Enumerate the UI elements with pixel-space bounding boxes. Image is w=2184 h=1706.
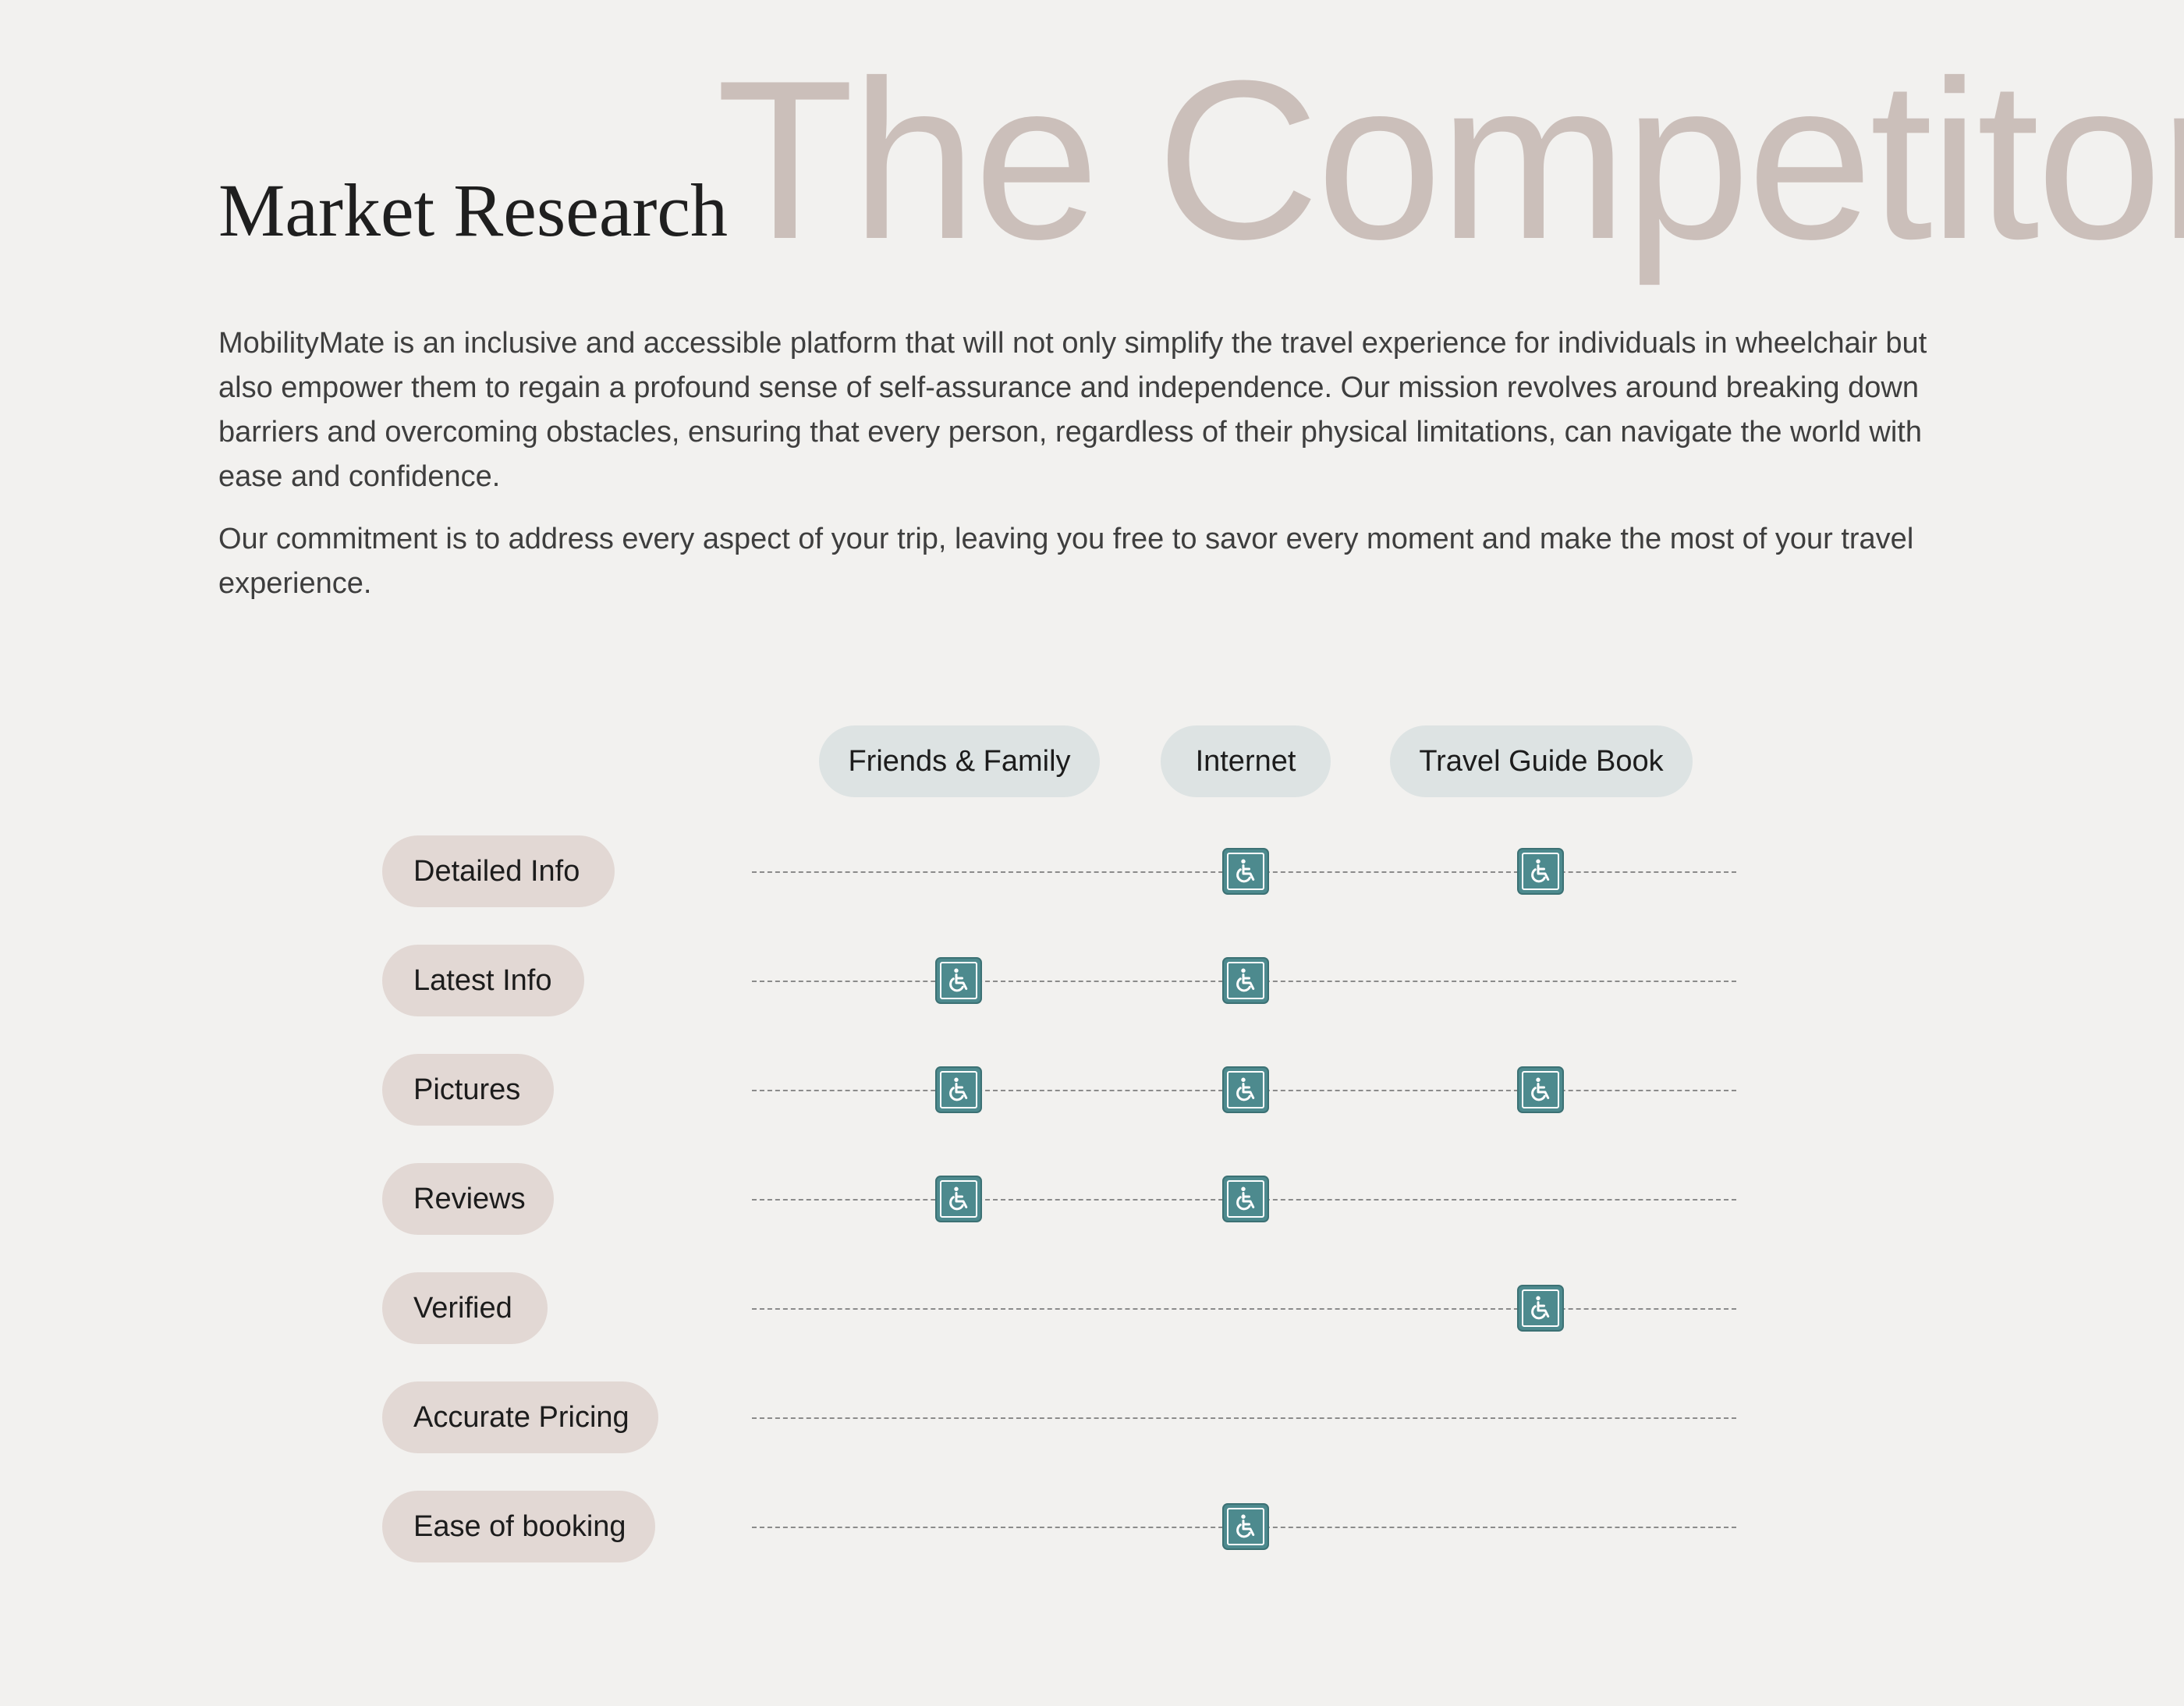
row-guide-line (752, 1308, 1736, 1310)
row-label-pictures: Pictures (382, 1054, 554, 1126)
watermark-title: The Competitors (716, 34, 2184, 286)
row-label-latest-info: Latest Info (382, 945, 584, 1016)
intro-text: MobilityMate is an inclusive and accessi… (218, 321, 1981, 624)
row-label-detailed-info: Detailed Info (382, 835, 615, 907)
row-label-ease-of-booking: Ease of booking (382, 1491, 655, 1562)
wheelchair-icon (937, 1068, 980, 1112)
row-guide-line (752, 1417, 1736, 1419)
column-header-internet: Internet (1161, 725, 1331, 797)
row-label-accurate-pricing: Accurate Pricing (382, 1381, 658, 1453)
wheelchair-icon (1224, 1505, 1268, 1548)
wheelchair-icon (1224, 849, 1268, 893)
wheelchair-icon (1224, 1068, 1268, 1112)
intro-paragraph: MobilityMate is an inclusive and accessi… (218, 327, 1927, 493)
column-header-travel-guide-book: Travel Guide Book (1390, 725, 1693, 797)
wheelchair-icon (1224, 1177, 1268, 1221)
wheelchair-icon (1519, 1068, 1562, 1112)
wheelchair-icon (1224, 959, 1268, 1002)
row-label-reviews: Reviews (382, 1163, 554, 1235)
wheelchair-icon (937, 1177, 980, 1221)
page-title: Market Research (218, 168, 729, 252)
row-label-verified: Verified (382, 1272, 548, 1344)
intro-paragraph: Our commitment is to address every aspec… (218, 523, 1914, 600)
wheelchair-icon (937, 959, 980, 1002)
column-header-friends-family: Friends & Family (819, 725, 1100, 797)
wheelchair-icon (1519, 849, 1562, 893)
wheelchair-icon (1519, 1286, 1562, 1330)
